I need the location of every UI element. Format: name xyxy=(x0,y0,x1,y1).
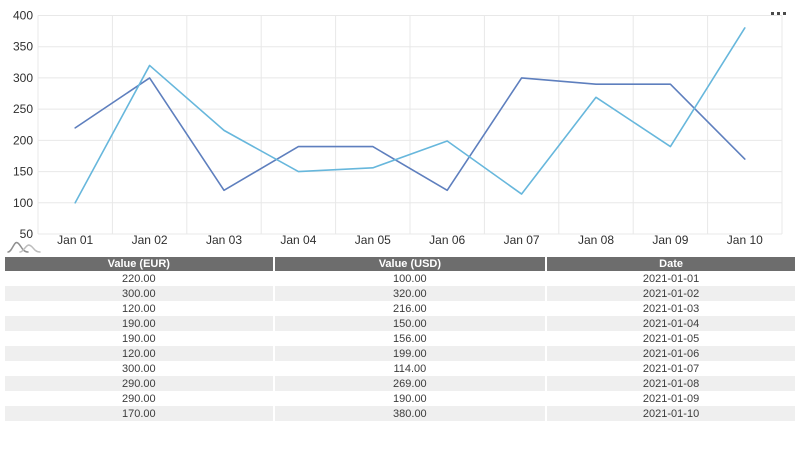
table-cell: 170.00 xyxy=(5,406,274,421)
x-axis-label: Jan 08 xyxy=(578,233,614,247)
y-axis-label: 350 xyxy=(13,40,33,54)
table-cell: 114.00 xyxy=(272,361,547,376)
table-cell: 290.00 xyxy=(5,376,274,391)
table-cell: 2021-01-09 xyxy=(545,391,795,406)
line-chart[interactable]: 400 350 300 250 200 150 100 50 Jan 01 Jan 02 Jan 0… xyxy=(0,0,800,256)
table-cell: 220.00 xyxy=(5,271,274,286)
table-cell: 2021-01-04 xyxy=(545,316,795,331)
x-axis-label: Jan 07 xyxy=(504,233,540,247)
table-cell: 380.00 xyxy=(272,406,547,421)
y-axis-label: 250 xyxy=(13,102,33,116)
column-header-value-eur-[interactable]: Value (EUR) xyxy=(5,257,274,271)
series-line-value-eur- xyxy=(74,77,746,192)
x-axis-label: Jan 09 xyxy=(652,233,688,247)
y-axis-label: 50 xyxy=(20,227,34,241)
x-axis-label: Jan 05 xyxy=(355,233,391,247)
column-header-value-usd-[interactable]: Value (USD) xyxy=(272,257,547,271)
data-table-panel: Value (EUR) Value (USD) Date 220.00 100.00 2… xyxy=(5,257,795,421)
table-row: 300.00 114.00 2021-01-07 xyxy=(5,361,795,376)
series-line-value-usd- xyxy=(74,27,746,204)
table-cell: 190.00 xyxy=(5,316,274,331)
y-axis-label: 150 xyxy=(13,165,33,179)
x-axis-label: Jan 06 xyxy=(429,233,465,247)
table-cell: 120.00 xyxy=(5,301,274,316)
table-cell: 2021-01-08 xyxy=(545,376,795,391)
dot xyxy=(771,12,774,15)
x-axis-label: Jan 03 xyxy=(206,233,242,247)
table-row: 300.00 320.00 2021-01-02 xyxy=(5,286,795,301)
column-header-date[interactable]: Date xyxy=(545,257,795,271)
table-row: 120.00 199.00 2021-01-06 xyxy=(5,346,795,361)
table-cell: 300.00 xyxy=(5,286,274,301)
x-axis-label: Jan 04 xyxy=(280,233,316,247)
y-axis-label: 200 xyxy=(13,133,33,147)
table-row: 190.00 156.00 2021-01-05 xyxy=(5,331,795,346)
table-cell: 2021-01-03 xyxy=(545,301,795,316)
table-row: 290.00 190.00 2021-01-09 xyxy=(5,391,795,406)
table-row: 290.00 269.00 2021-01-08 xyxy=(5,376,795,391)
dot xyxy=(783,12,786,15)
table-row: 170.00 380.00 2021-01-10 xyxy=(5,406,795,421)
table-cell: 2021-01-06 xyxy=(545,346,795,361)
table-cell: 320.00 xyxy=(272,286,547,301)
table-cell: 2021-01-02 xyxy=(545,286,795,301)
x-axis-label: Jan 10 xyxy=(727,233,763,247)
data-table: Value (EUR) Value (USD) Date 220.00 100.00 2… xyxy=(5,257,795,421)
table-cell: 190.00 xyxy=(5,331,274,346)
table-cell: 300.00 xyxy=(5,361,274,376)
table-cell: 2021-01-10 xyxy=(545,406,795,421)
table-cell: 120.00 xyxy=(5,346,274,361)
table-cell: 100.00 xyxy=(272,271,547,286)
table-cell: 290.00 xyxy=(5,391,274,406)
table-cell: 156.00 xyxy=(272,331,547,346)
table-cell: 2021-01-01 xyxy=(545,271,795,286)
amcharts-logo-icon[interactable] xyxy=(7,238,41,254)
table-cell: 269.00 xyxy=(272,376,547,391)
dot xyxy=(777,12,780,15)
table-cell: 150.00 xyxy=(272,316,547,331)
x-axis-label: Jan 01 xyxy=(57,233,93,247)
table-row: 120.00 216.00 2021-01-03 xyxy=(5,301,795,316)
table-cell: 190.00 xyxy=(272,391,547,406)
table-cell: 199.00 xyxy=(272,346,547,361)
table-cell: 2021-01-05 xyxy=(545,331,795,346)
table-row: 220.00 100.00 2021-01-01 xyxy=(5,271,795,286)
y-axis-label: 400 xyxy=(13,9,33,23)
table-header: Value (EUR) Value (USD) Date xyxy=(5,257,795,271)
x-axis-label: Jan 02 xyxy=(132,233,168,247)
line-chart-panel: 400 350 300 250 200 150 100 50 Jan 01 Jan 02 Jan 0… xyxy=(0,0,800,256)
more-options-icon[interactable] xyxy=(769,10,788,17)
table-cell: 2021-01-07 xyxy=(545,361,795,376)
table-cell: 216.00 xyxy=(272,301,547,316)
table-row: 190.00 150.00 2021-01-04 xyxy=(5,316,795,331)
y-axis-label: 100 xyxy=(13,196,33,210)
y-axis-label: 300 xyxy=(13,71,33,85)
